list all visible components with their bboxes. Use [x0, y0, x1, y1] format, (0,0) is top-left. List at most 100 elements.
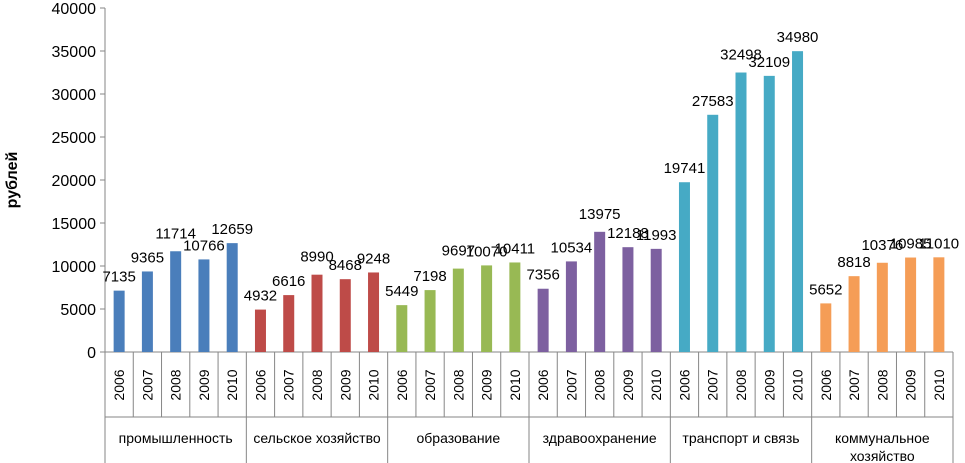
bar — [283, 295, 295, 352]
x-tick-label: 2008 — [168, 369, 184, 400]
bar — [933, 257, 945, 352]
x-tick-label: 2009 — [479, 369, 495, 400]
x-tick-label: 2007 — [139, 369, 155, 400]
data-label: 13975 — [579, 206, 621, 223]
bar — [792, 51, 804, 353]
x-tick-label: 2010 — [648, 369, 664, 400]
y-tick-label: 10000 — [52, 259, 97, 276]
x-tick-label: 2007 — [422, 369, 438, 400]
group-label: сельское хозяйство — [253, 430, 381, 446]
y-axis-label: рублей — [4, 152, 21, 209]
data-label: 32498 — [720, 47, 762, 64]
bar — [876, 262, 888, 352]
axes: 0 5000 10000 15000 20000 25000 30000 35000 40000 — [52, 1, 953, 362]
bar — [565, 261, 577, 352]
bar — [254, 309, 266, 352]
bar — [424, 290, 436, 352]
x-tick-label: 2009 — [761, 369, 777, 400]
bar — [368, 272, 380, 352]
data-label: 34980 — [777, 29, 819, 46]
x-tick-label: 2010 — [366, 369, 382, 400]
x-tick-label: 2006 — [535, 369, 551, 400]
data-label: 11993 — [636, 227, 677, 244]
bar — [509, 262, 521, 352]
group-label: образование — [416, 430, 500, 446]
data-label: 10766 — [183, 237, 225, 254]
x-tick-label: 2007 — [846, 369, 862, 400]
data-label: 6616 — [272, 273, 305, 290]
data-label: 8468 — [329, 257, 362, 274]
bar — [537, 288, 549, 352]
data-label: 4932 — [244, 288, 277, 305]
data-label: 10985 — [890, 236, 932, 253]
data-label: 7356 — [526, 267, 559, 284]
bar — [905, 257, 917, 352]
bar — [594, 231, 606, 352]
data-label: 11714 — [155, 225, 196, 242]
bar — [170, 251, 182, 352]
bar — [311, 274, 323, 352]
x-tick-label: 2010 — [507, 369, 523, 400]
x-tick-label: 2006 — [394, 369, 410, 400]
bar — [339, 279, 351, 352]
data-label: 19741 — [664, 160, 706, 177]
x-tick-label: 2009 — [337, 369, 353, 400]
x-tick-label: 2008 — [309, 369, 325, 400]
group-label: хозяйство — [850, 448, 915, 463]
data-label: 8818 — [837, 254, 870, 271]
x-tick-label: 2008 — [592, 369, 608, 400]
data-label: 27583 — [692, 93, 734, 110]
bar — [396, 305, 408, 352]
x-tick-label: 2007 — [563, 369, 579, 400]
y-tick-label: 5000 — [60, 302, 96, 319]
bar — [226, 243, 238, 352]
x-tick-label: 2009 — [196, 369, 212, 400]
x-tick-label: 2006 — [111, 369, 127, 400]
bar — [113, 290, 125, 352]
bar — [452, 268, 464, 352]
data-label: 10411 — [495, 240, 536, 257]
data-label: 32109 — [748, 54, 790, 71]
data-label: 5652 — [809, 281, 842, 298]
x-tick-label: 2008 — [450, 369, 466, 400]
x-tick-label: 2007 — [281, 369, 297, 400]
y-tick-label: 30000 — [52, 87, 97, 104]
x-tick-label: 2008 — [874, 369, 890, 400]
x-tick-label: 2006 — [818, 369, 834, 400]
bar — [763, 75, 775, 352]
data-label: 10534 — [551, 239, 593, 256]
x-tick-label: 2006 — [676, 369, 692, 400]
bar — [622, 247, 634, 352]
bar — [481, 265, 493, 352]
x-axis: 2006 2007 2008 2009 2010 промышленность 2006 20… — [104, 352, 954, 463]
bar — [678, 182, 690, 352]
y-tick-label: 35000 — [52, 44, 97, 61]
bar — [735, 72, 747, 352]
group-label: транспорт и связь — [682, 430, 799, 446]
data-label: 9365 — [131, 249, 164, 266]
x-tick-label: 2010 — [224, 369, 240, 400]
data-label: 7135 — [102, 269, 135, 286]
data-label: 7198 — [413, 268, 446, 285]
bar — [707, 114, 719, 353]
x-tick-label: 2010 — [931, 369, 947, 400]
bar — [848, 276, 860, 352]
data-label: 5449 — [385, 283, 418, 300]
x-tick-label: 2009 — [620, 369, 636, 400]
data-label: 11010 — [919, 235, 960, 252]
y-tick-label: 40000 — [52, 1, 97, 18]
data-label: 9697 — [442, 243, 475, 260]
data-label: 12188 — [607, 225, 649, 242]
y-tick-label: 15000 — [52, 216, 97, 233]
data-label: 9248 — [357, 250, 390, 267]
data-label: 10070 — [466, 243, 508, 260]
bar — [650, 248, 662, 352]
y-tick-label: 0 — [87, 345, 96, 362]
bar — [820, 303, 832, 352]
group-label: коммунальное — [835, 430, 930, 446]
bar — [198, 259, 210, 352]
bars — [113, 51, 945, 353]
x-tick-label: 2009 — [903, 369, 919, 400]
x-tick-label: 2007 — [705, 369, 721, 400]
data-label: 12659 — [211, 221, 253, 238]
